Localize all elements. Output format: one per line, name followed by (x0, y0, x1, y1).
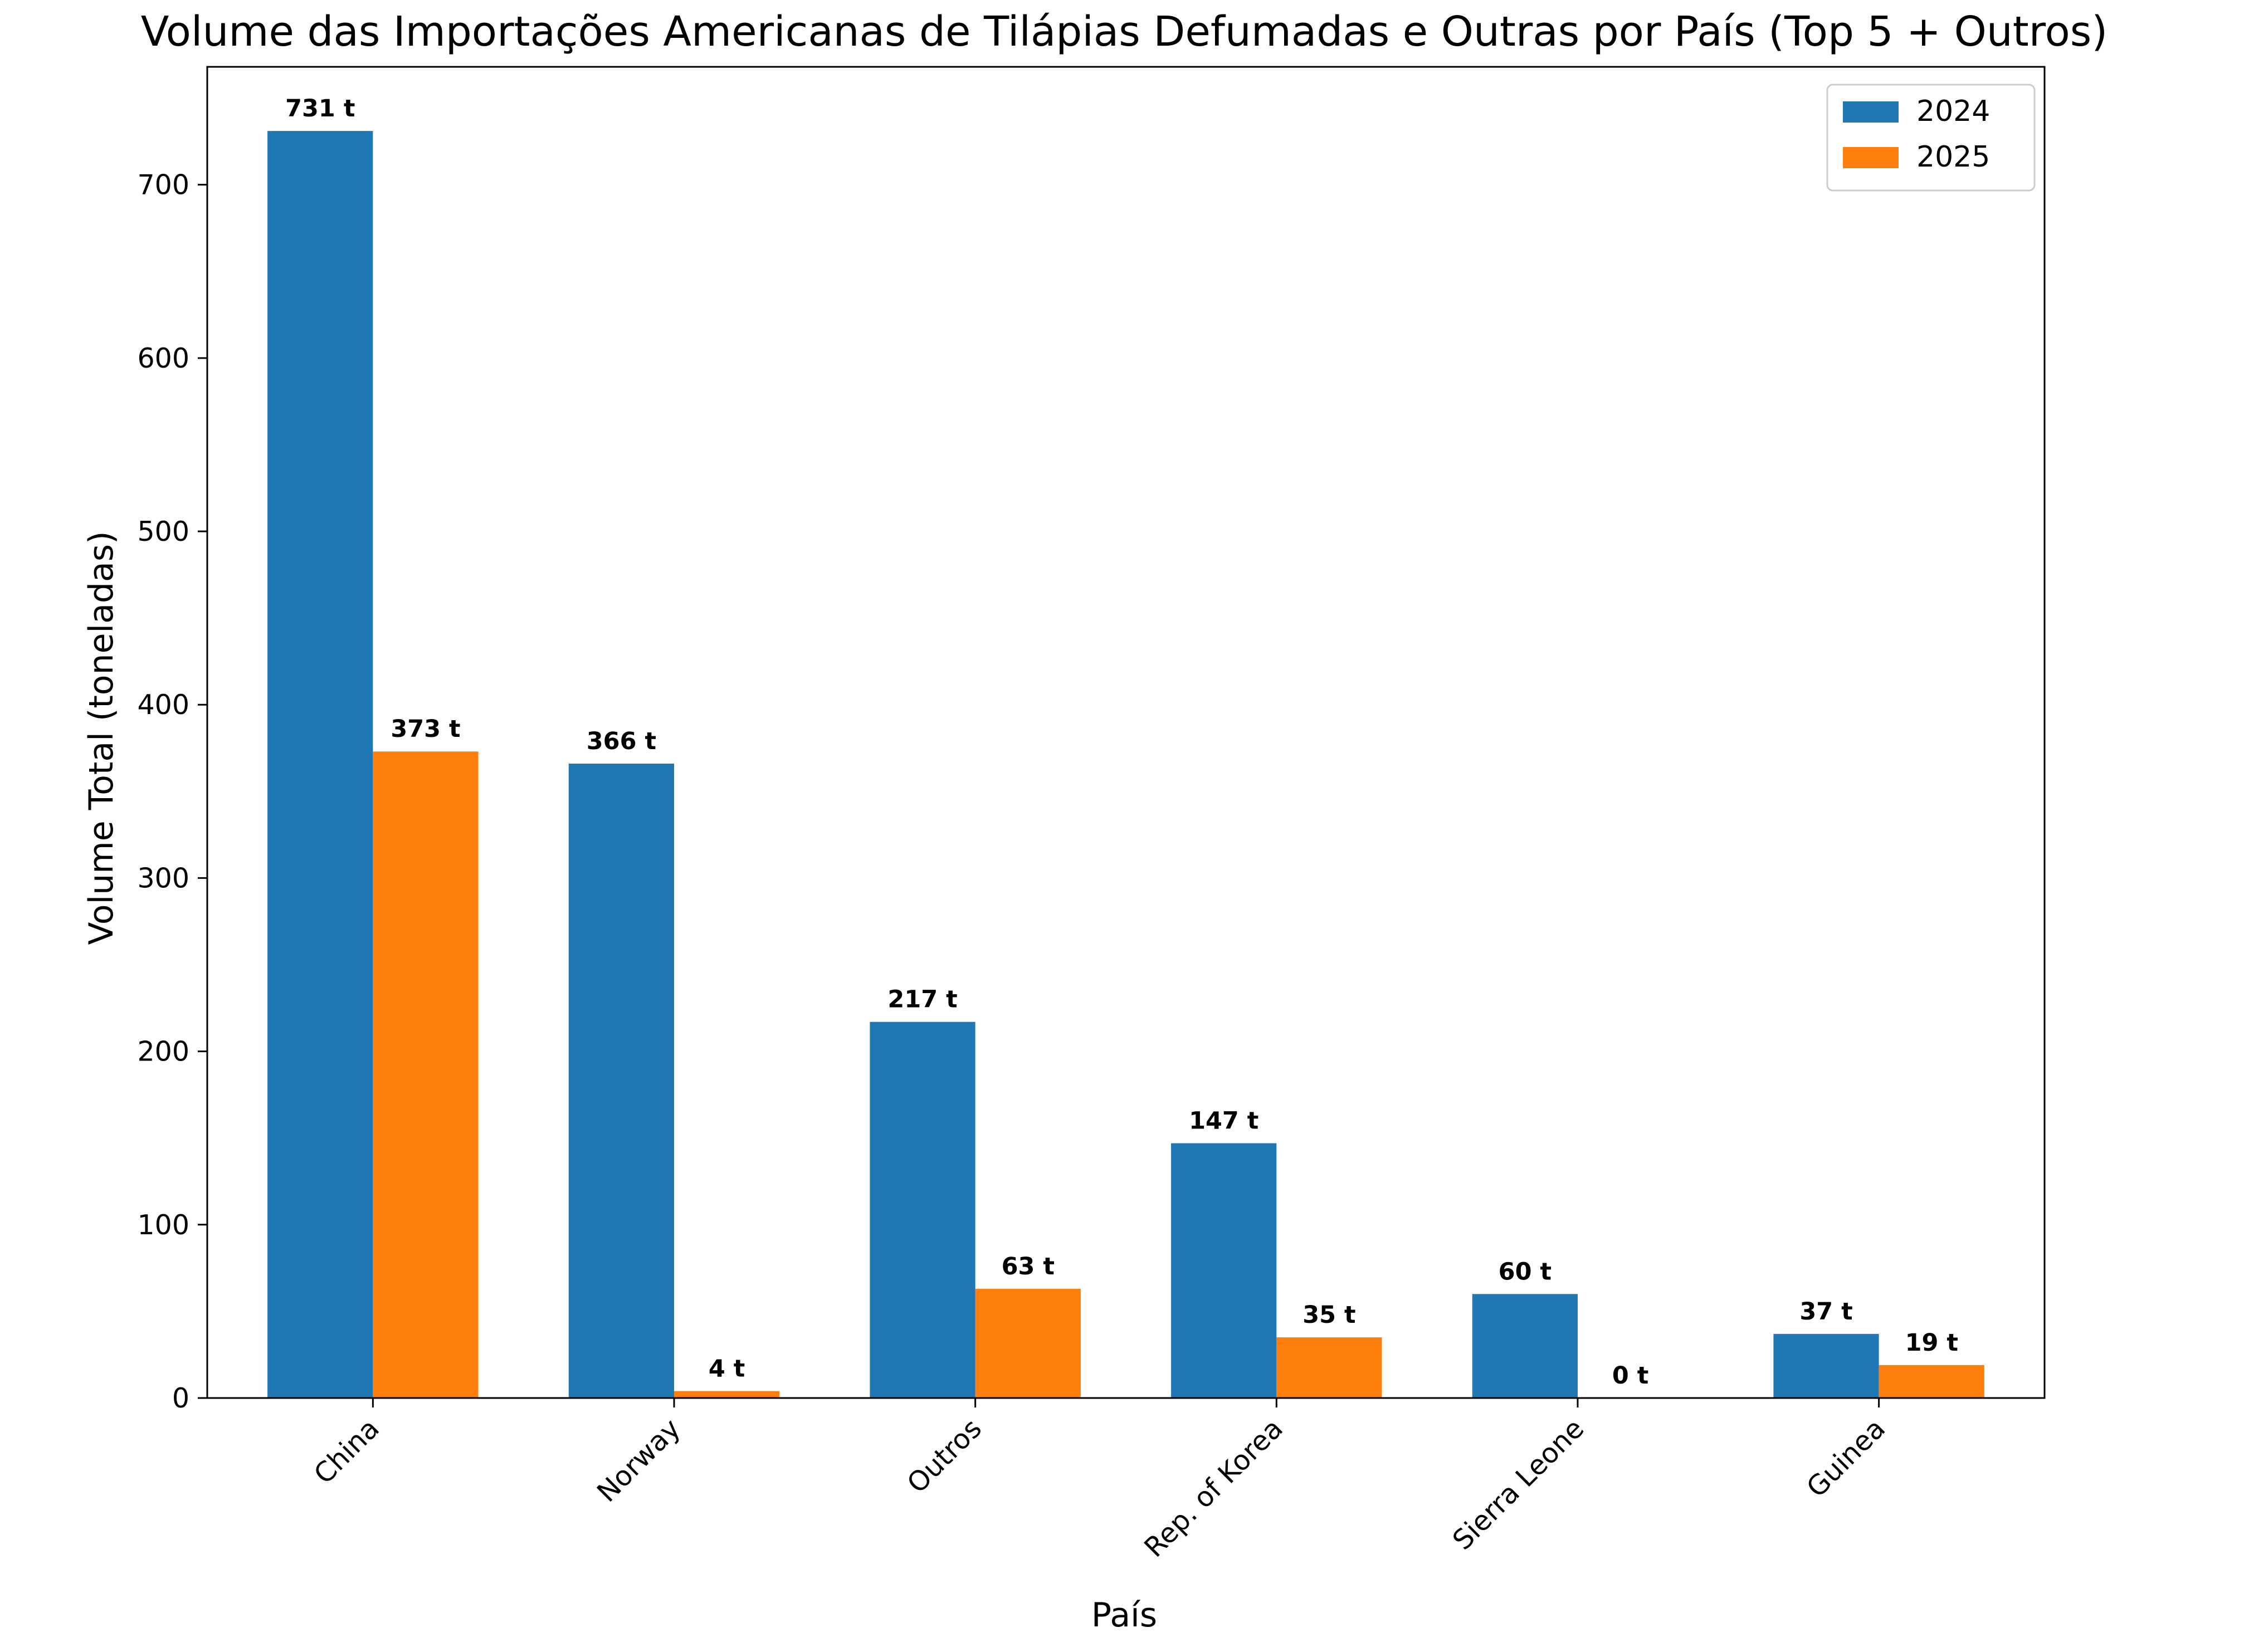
bar-2025-5 (1879, 1365, 1984, 1398)
bar-2024-5 (1773, 1333, 1879, 1398)
legend: 2024 2025 (1826, 84, 2036, 192)
y-tick-label-5: 500 (137, 516, 189, 548)
y-tick-label-7: 700 (137, 169, 189, 201)
y-axis-label: Volume Total (toneladas) (82, 531, 121, 945)
bar-label-2024-4: 60 t (1499, 1258, 1552, 1286)
bar-label-2025-1: 4 t (709, 1355, 745, 1383)
bar-2024-0 (267, 131, 373, 1398)
bar-label-2024-0: 731 t (285, 95, 355, 123)
bar-label-2025-0: 373 t (391, 715, 460, 743)
y-tick-label-1: 100 (137, 1209, 189, 1241)
bar-label-2024-3: 147 t (1189, 1107, 1258, 1135)
legend-label-2025: 2025 (1916, 140, 1990, 174)
y-tick-label-2: 200 (137, 1036, 189, 1068)
bar-label-2025-3: 35 t (1302, 1301, 1355, 1329)
bar-label-2024-5: 37 t (1799, 1298, 1852, 1326)
bar-2024-3 (1171, 1143, 1277, 1398)
chart-title: Volume das Importações Americanas de Til… (141, 8, 2107, 56)
y-tick-label-3: 300 (137, 862, 189, 894)
axes-frame (206, 66, 2046, 1399)
bar-2025-2 (975, 1288, 1081, 1398)
bar-label-2025-5: 19 t (1905, 1329, 1958, 1357)
legend-swatch-2025 (1843, 147, 1899, 168)
bar-2024-4 (1472, 1294, 1578, 1398)
legend-swatch-2024 (1843, 101, 1899, 123)
bar-2024-2 (870, 1021, 975, 1398)
y-tick-label-4: 400 (137, 689, 189, 721)
x-axis-label: País (1091, 1596, 1157, 1635)
bar-2025-1 (674, 1391, 780, 1398)
bar-2025-3 (1276, 1337, 1382, 1398)
bar-label-2025-2: 63 t (1002, 1253, 1055, 1280)
y-tick-label-6: 600 (137, 343, 189, 374)
y-tick-label-0: 0 (172, 1382, 189, 1414)
bar-label-2024-2: 217 t (887, 986, 957, 1014)
legend-label-2024: 2024 (1916, 95, 1990, 128)
bar-2025-0 (373, 751, 479, 1398)
bar-label-2025-4: 0 t (1612, 1362, 1648, 1390)
bar-label-2024-1: 366 t (587, 727, 656, 755)
bar-2024-1 (568, 764, 675, 1398)
